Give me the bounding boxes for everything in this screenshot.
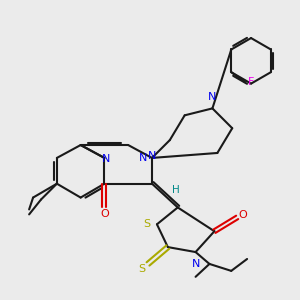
Text: N: N bbox=[139, 153, 147, 163]
Text: N: N bbox=[148, 151, 156, 161]
Text: S: S bbox=[139, 264, 145, 274]
Text: N: N bbox=[191, 259, 200, 269]
Text: S: S bbox=[143, 219, 150, 229]
Text: H: H bbox=[172, 184, 180, 195]
Text: N: N bbox=[102, 154, 111, 164]
Text: O: O bbox=[100, 209, 109, 219]
Text: F: F bbox=[248, 77, 254, 87]
Text: N: N bbox=[208, 92, 217, 102]
Text: O: O bbox=[239, 210, 248, 220]
